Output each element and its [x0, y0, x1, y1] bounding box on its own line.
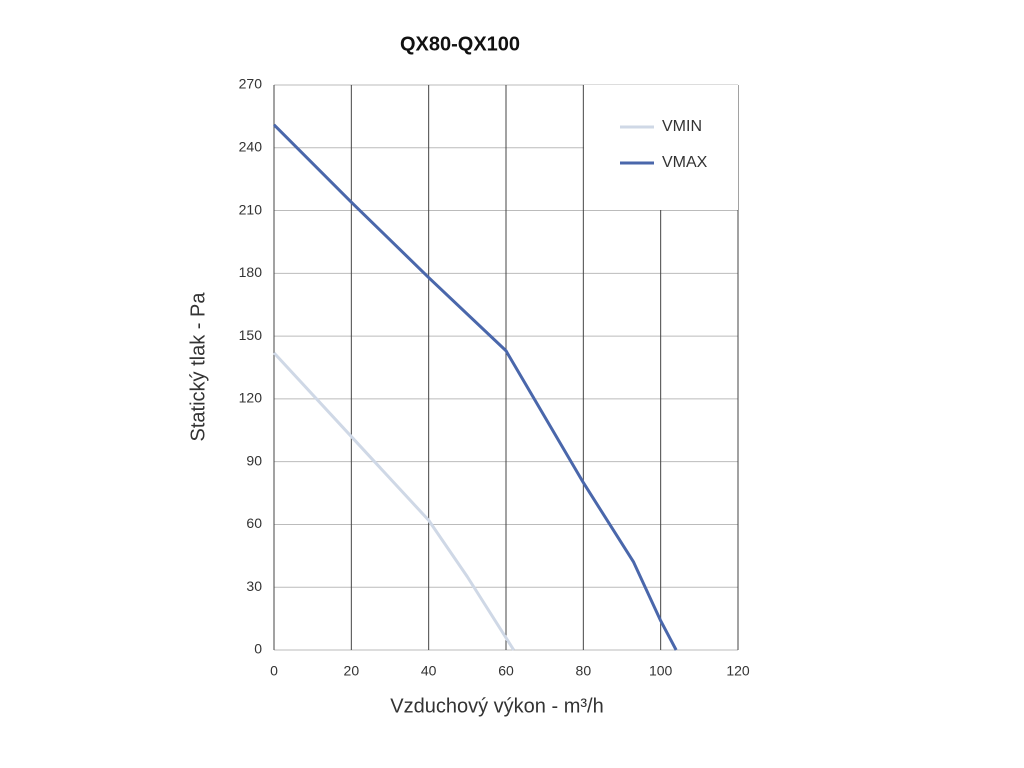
- y-tick-label: 150: [239, 327, 263, 343]
- y-tick-label: 120: [239, 390, 263, 406]
- x-tick-label: 60: [498, 663, 514, 679]
- y-tick-label: 0: [254, 641, 262, 657]
- x-axis-label: Vzduchový výkon - m³/h: [390, 695, 603, 717]
- legend-box: [584, 85, 738, 210]
- x-tick-label: 20: [344, 663, 360, 679]
- legend-label: VMIN: [662, 118, 702, 135]
- x-tick-label: 0: [270, 663, 278, 679]
- y-tick-label: 210: [239, 201, 263, 217]
- x-tick-label: 100: [649, 663, 673, 679]
- y-axis-label: Statický tlak - Pa: [187, 292, 209, 442]
- y-tick-label: 270: [239, 76, 263, 92]
- x-tick-label: 40: [421, 663, 437, 679]
- y-tick-label: 90: [246, 452, 262, 468]
- y-tick-label: 60: [246, 515, 262, 531]
- y-tick-label: 180: [239, 264, 263, 280]
- x-tick-label: 80: [576, 663, 592, 679]
- y-tick-label: 30: [246, 578, 262, 594]
- series-line: [272, 351, 516, 651]
- y-tick-label: 240: [239, 138, 263, 154]
- chart-title: QX80-QX100: [400, 33, 520, 55]
- legend-label: VMAX: [662, 154, 708, 171]
- series-line: [272, 123, 678, 651]
- x-tick-label: 120: [726, 663, 750, 679]
